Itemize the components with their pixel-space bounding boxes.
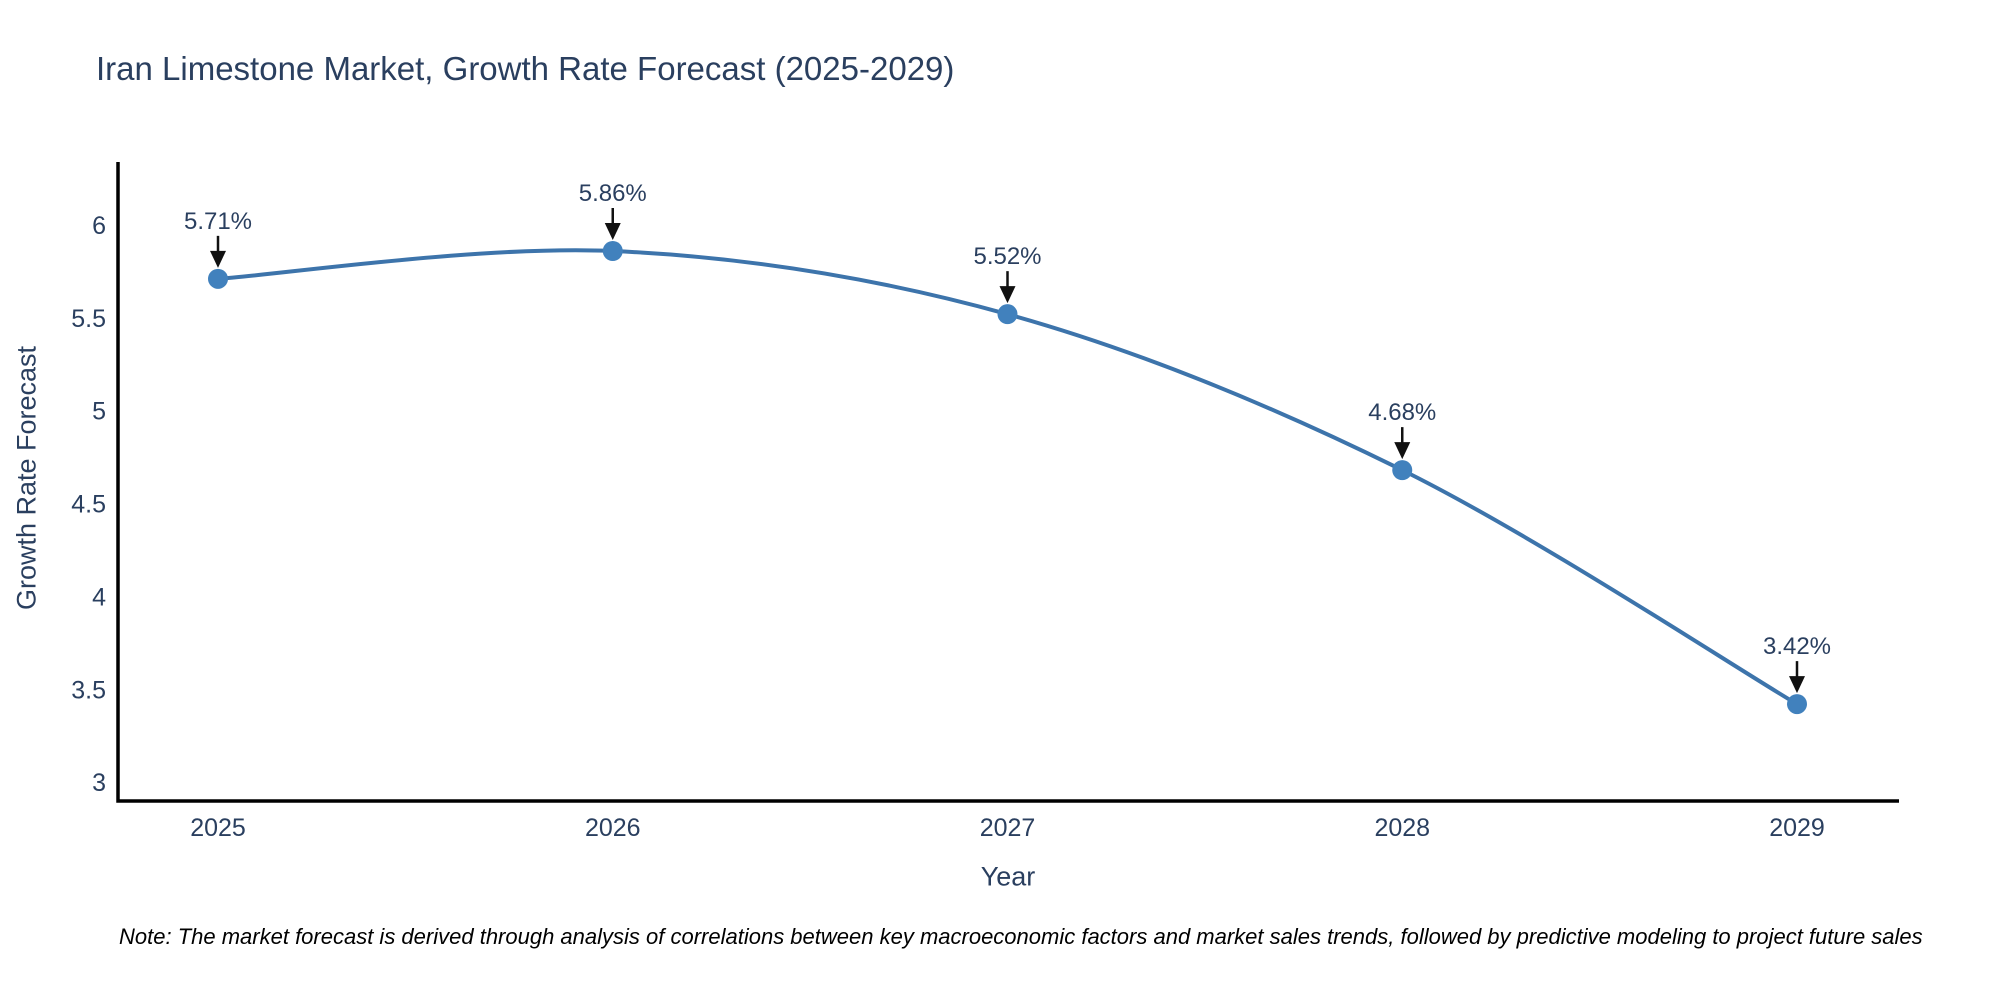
- y-tick-label: 3: [92, 769, 106, 797]
- annotation-arrowhead: [1789, 676, 1805, 694]
- annotation-label: 5.71%: [184, 208, 252, 235]
- axis-lines: [116, 162, 1899, 803]
- annotation-arrowhead: [210, 250, 226, 268]
- y-tick-label: 5: [92, 398, 106, 426]
- y-tick-label: 5.5: [71, 305, 106, 333]
- annotation-arrowhead: [1394, 442, 1411, 460]
- annotation-arrowhead: [999, 286, 1016, 304]
- y-tick-label: 4.5: [71, 491, 106, 519]
- annotation-label: 4.68%: [1368, 399, 1436, 426]
- x-tick-label: 2027: [980, 814, 1036, 842]
- annotation-arrowhead: [604, 222, 621, 240]
- x-tick-label: 2025: [190, 814, 246, 842]
- x-axis-title: Year: [980, 861, 1036, 892]
- y-tick-label: 3.5: [71, 676, 106, 704]
- data-point: [1392, 460, 1413, 481]
- chart-title: Iran Limestone Market, Growth Rate Forec…: [96, 50, 955, 87]
- data-point: [602, 240, 623, 261]
- data-point: [997, 304, 1018, 325]
- y-tick-label: 6: [92, 212, 106, 240]
- footnote: Note: The market forecast is derived thr…: [119, 924, 1923, 949]
- annotation-label: 5.52%: [973, 243, 1041, 270]
- x-tick-label: 2029: [1769, 814, 1825, 842]
- x-tick-label: 2026: [585, 814, 641, 842]
- annotation-label: 3.42%: [1763, 633, 1831, 660]
- data-point: [208, 268, 228, 289]
- x-tick-label: 2028: [1374, 814, 1430, 842]
- annotation-label: 5.86%: [579, 180, 647, 207]
- y-tick-label: 4: [92, 583, 106, 611]
- data-point: [1787, 694, 1807, 715]
